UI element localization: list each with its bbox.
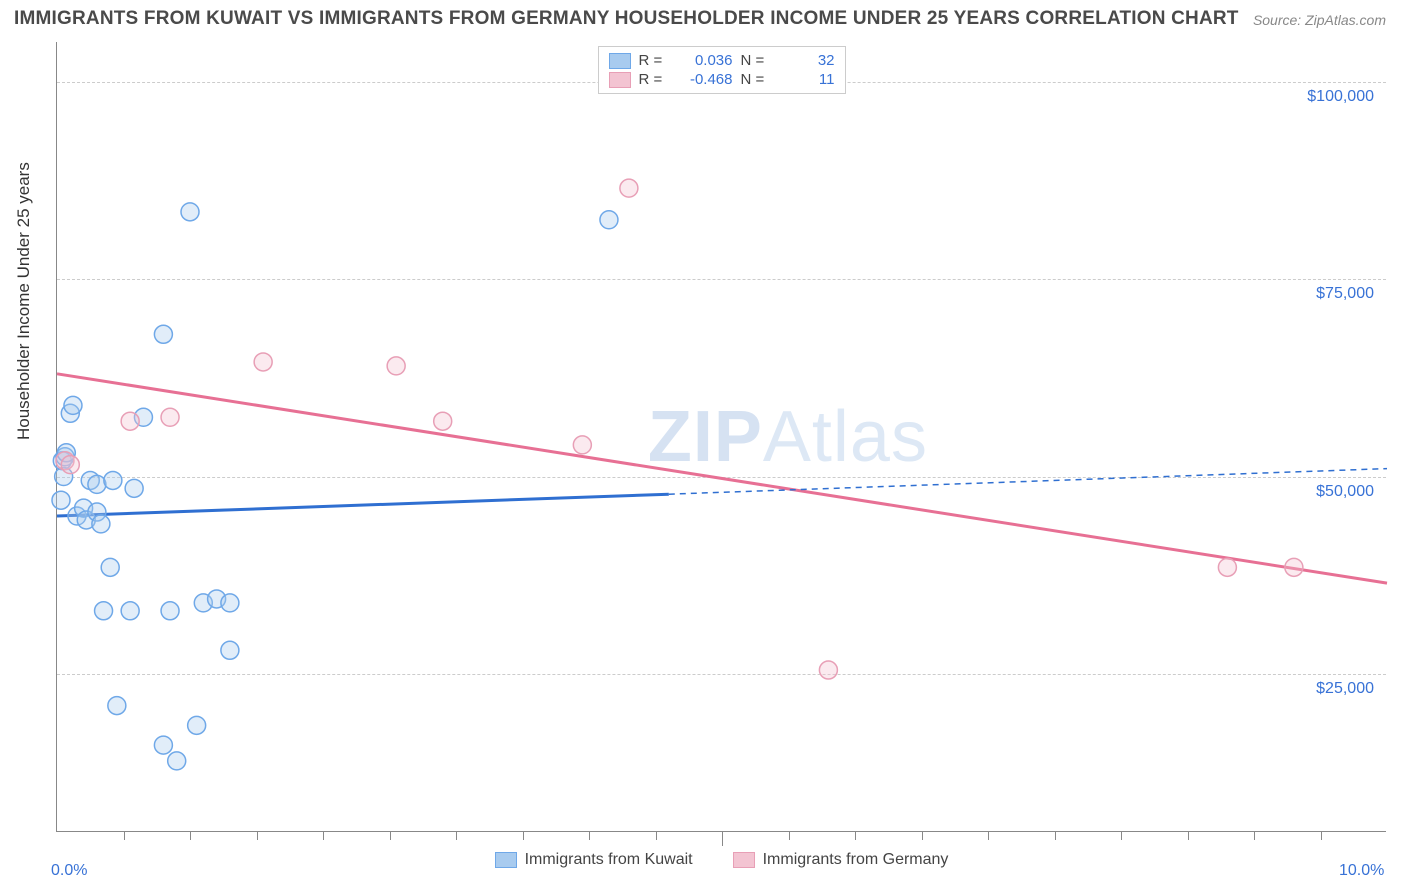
- n-value-1: 11: [777, 71, 835, 88]
- swatch-kuwait: [609, 53, 631, 69]
- y-axis-title: Householder Income Under 25 years: [14, 162, 34, 440]
- r-label: R =: [639, 71, 667, 88]
- legend-label-1: Immigrants from Germany: [763, 851, 949, 869]
- legend-item-germany: Immigrants from Germany: [733, 851, 949, 869]
- legend-item-kuwait: Immigrants from Kuwait: [495, 851, 693, 869]
- r-value-0: 0.036: [675, 52, 733, 69]
- chart-title: IMMIGRANTS FROM KUWAIT VS IMMIGRANTS FRO…: [14, 8, 1239, 30]
- r-label: R =: [639, 52, 667, 69]
- swatch-germany: [609, 72, 631, 88]
- swatch-kuwait-icon: [495, 852, 517, 868]
- source-attribution: Source: ZipAtlas.com: [1253, 12, 1386, 28]
- n-label: N =: [741, 71, 769, 88]
- r-value-1: -0.468: [675, 71, 733, 88]
- legend-label-0: Immigrants from Kuwait: [525, 851, 693, 869]
- correlation-legend: R = 0.036 N = 32 R = -0.468 N = 11: [598, 46, 846, 94]
- series-legend: Immigrants from Kuwait Immigrants from G…: [57, 851, 1386, 869]
- legend-row-0: R = 0.036 N = 32: [609, 51, 835, 70]
- n-label: N =: [741, 52, 769, 69]
- plot-area: ZIPAtlas R = 0.036 N = 32 R = -0.468 N =…: [56, 42, 1386, 832]
- legend-row-1: R = -0.468 N = 11: [609, 70, 835, 89]
- plot-svg: [57, 42, 1386, 831]
- n-value-0: 32: [777, 52, 835, 69]
- swatch-germany-icon: [733, 852, 755, 868]
